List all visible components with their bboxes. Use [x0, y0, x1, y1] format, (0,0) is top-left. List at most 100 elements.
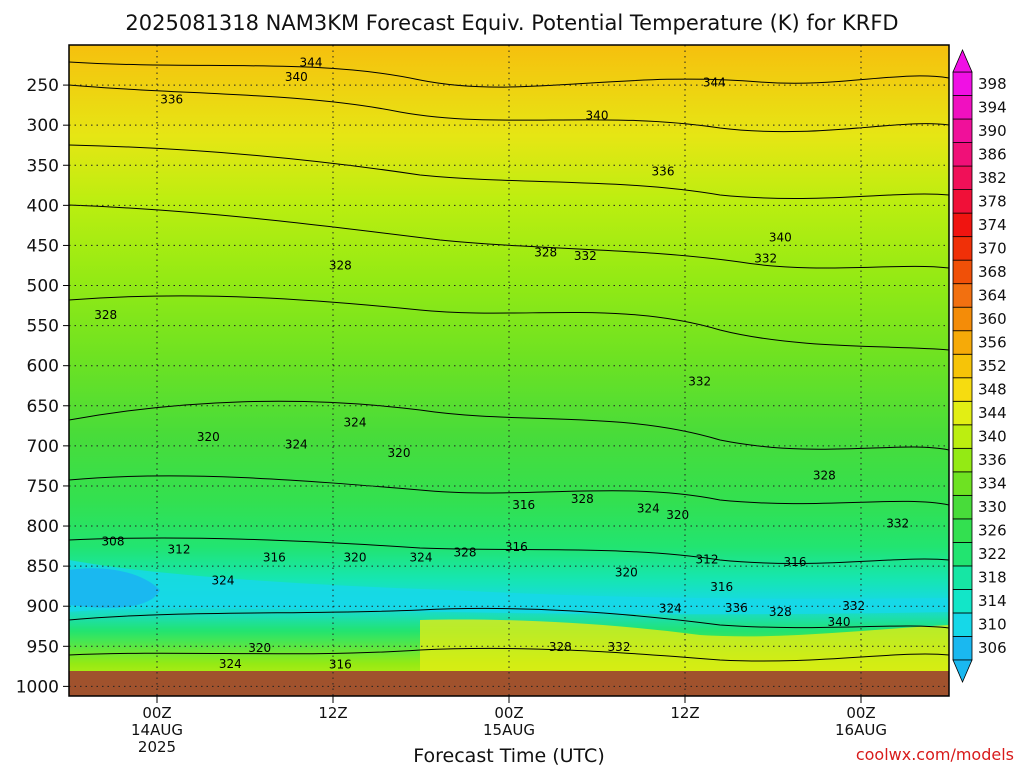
contour-label: 340: [586, 109, 609, 123]
colorbar-label: 306: [978, 639, 1007, 657]
colorbar-label: 340: [978, 428, 1007, 446]
y-tick-label: 600: [27, 357, 59, 377]
contour-label: 324: [410, 550, 433, 564]
gridlines: [69, 45, 949, 696]
x-tick-label: 00Z: [494, 704, 523, 722]
colorbar-swatch: [952, 471, 973, 496]
colorbar-label: 326: [978, 522, 1007, 540]
contour-label: 332: [754, 251, 777, 265]
colorbar-swatch: [952, 353, 973, 379]
x-tick-label: 15AUG: [483, 721, 535, 739]
colorbar-swatch: [952, 494, 973, 520]
contour-label: 320: [197, 430, 220, 444]
colorbar-swatch: [952, 259, 973, 285]
contour-label: 328: [571, 492, 594, 506]
colorbar-swatch: [952, 424, 973, 449]
x-tick-label: 12Z: [318, 704, 347, 722]
x-tick-label: 00Z: [846, 704, 875, 722]
contour-label: 320: [344, 550, 367, 564]
contour-label: 328: [813, 469, 836, 483]
chart-title: 2025081318 NAM3KM Forecast Equiv. Potent…: [125, 11, 898, 35]
colorbar-label: 370: [978, 239, 1007, 257]
contour-label: 316: [512, 498, 535, 512]
contour-label: 320: [666, 508, 689, 522]
colorbar-label: 310: [978, 616, 1007, 634]
colorbar-swatch: [952, 636, 973, 661]
y-tick-label: 900: [27, 597, 59, 617]
y-tick-label: 800: [27, 517, 59, 537]
y-tick-label: 300: [27, 116, 59, 136]
colorbar-swatch: [952, 330, 973, 355]
colorbar-label: 352: [978, 357, 1007, 375]
contour-label: 336: [160, 93, 183, 107]
contour-label: 308: [102, 534, 125, 548]
contour-label: 344: [703, 76, 726, 90]
y-tick-label: 450: [27, 236, 59, 256]
cyan-low-level-band: [69, 560, 949, 615]
contour-label: 340: [769, 230, 792, 244]
colorbar-swatch: [952, 518, 973, 543]
y-axis: 250 300 350 400 450 500 550 600 650 700 750 800 850 9…: [16, 76, 69, 697]
y-tick-label: 1000: [16, 677, 59, 697]
contour-label: 320: [248, 641, 271, 655]
colorbar-swatch: [952, 236, 973, 261]
colorbar-label: 334: [978, 475, 1007, 493]
colorbar-label: 336: [978, 451, 1007, 469]
contour-label: 316: [710, 580, 733, 594]
colorbar-swatch: [952, 306, 973, 332]
colorbar-swatch: [952, 212, 973, 238]
colorbar-label: 348: [978, 381, 1007, 399]
contour-label: 316: [329, 658, 352, 672]
contour-label: 324: [212, 574, 235, 588]
y-tick-label: 250: [27, 76, 59, 96]
contour-label: 340: [285, 70, 308, 84]
y-tick-label: 550: [27, 317, 59, 337]
colorbar-swatch: [952, 189, 973, 214]
colorbar-label: 344: [978, 404, 1007, 422]
contour-label: 328: [769, 605, 792, 619]
colorbar-label: 364: [978, 286, 1007, 304]
colorbar-label: 322: [978, 545, 1007, 563]
contour-label: 332: [574, 249, 597, 263]
colorbar-swatch: [952, 283, 973, 308]
colorbar-label: 360: [978, 310, 1007, 328]
blue-moist-pocket: [69, 568, 160, 608]
colorbar-label: 386: [978, 145, 1007, 163]
contour-label: 316: [505, 540, 528, 554]
x-tick-label: 00Z: [142, 704, 171, 722]
colorbar-label: 318: [978, 569, 1007, 587]
colorbar-swatch: [952, 165, 973, 191]
contour-label: 320: [615, 566, 638, 580]
colorbar-label: 356: [978, 333, 1007, 351]
contour-lines: [69, 61, 949, 662]
contour-label: 312: [168, 542, 191, 556]
colorbar-label: 368: [978, 263, 1007, 281]
contour-label: 324: [285, 437, 308, 451]
contour-label: 328: [549, 640, 572, 654]
colorbar-swatch: [952, 542, 973, 567]
colorbar-swatch: [952, 612, 973, 637]
y-tick-label: 850: [27, 557, 59, 577]
colorbar: 306 310 314 318 322 326 330 334 336 340 344 348 352 3…: [952, 48, 1007, 684]
contour-label: 344: [300, 56, 323, 70]
x-axis-label: Forecast Time (UTC): [413, 745, 604, 767]
contour-label: 312: [696, 553, 719, 567]
contour-label: 316: [784, 555, 807, 569]
colorbar-swatch: [952, 589, 973, 614]
contour-label: 320: [388, 446, 411, 460]
colorbar-label: 330: [978, 498, 1007, 516]
contour-label: 336: [725, 601, 748, 615]
x-tick-label: 16AUG: [835, 721, 887, 739]
y-tick-label: 400: [27, 196, 59, 216]
colorbar-bottom-arrow: [952, 659, 973, 684]
credit-text: coolwx.com/models: [856, 745, 1014, 764]
contour-label: 324: [659, 602, 682, 616]
colorbar-swatch: [952, 400, 973, 426]
x-tick-label: 2025: [138, 738, 176, 756]
y-tick-label: 750: [27, 477, 59, 497]
y-tick-label: 650: [27, 397, 59, 417]
